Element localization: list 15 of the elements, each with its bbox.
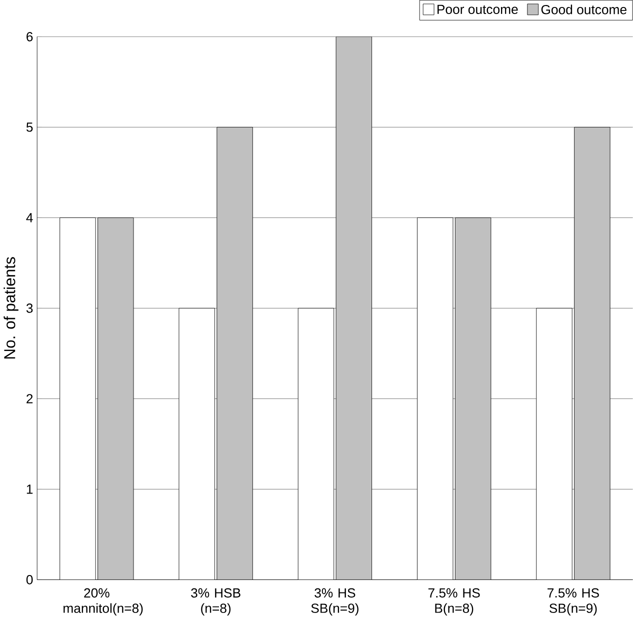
y-tick-label: 5 [26, 122, 33, 132]
x-tick-label: 7.5% HS B(n=8) [428, 588, 480, 616]
y-tick-label: 3 [26, 303, 33, 313]
y-tick-label: 6 [26, 32, 33, 42]
legend-label: Poor outcome [438, 4, 518, 14]
y-tick-label: 0 [26, 574, 33, 584]
y-tick-label: 4 [26, 213, 33, 222]
x-tick-label: 3% HS SB(n=9) [311, 588, 358, 616]
x-tick-label: 7.5% HS SB(n=9) [548, 588, 599, 616]
y-tick-label: 2 [26, 394, 33, 404]
y-axis-title: No. of patients [4, 257, 18, 358]
x-tick-label: 20% mannitol(n=8) [64, 588, 143, 616]
x-tick-label: 3% HSB (n=8) [191, 588, 240, 616]
y-tick-label: 1 [26, 484, 33, 494]
legend-label: Good outcome [541, 4, 626, 14]
